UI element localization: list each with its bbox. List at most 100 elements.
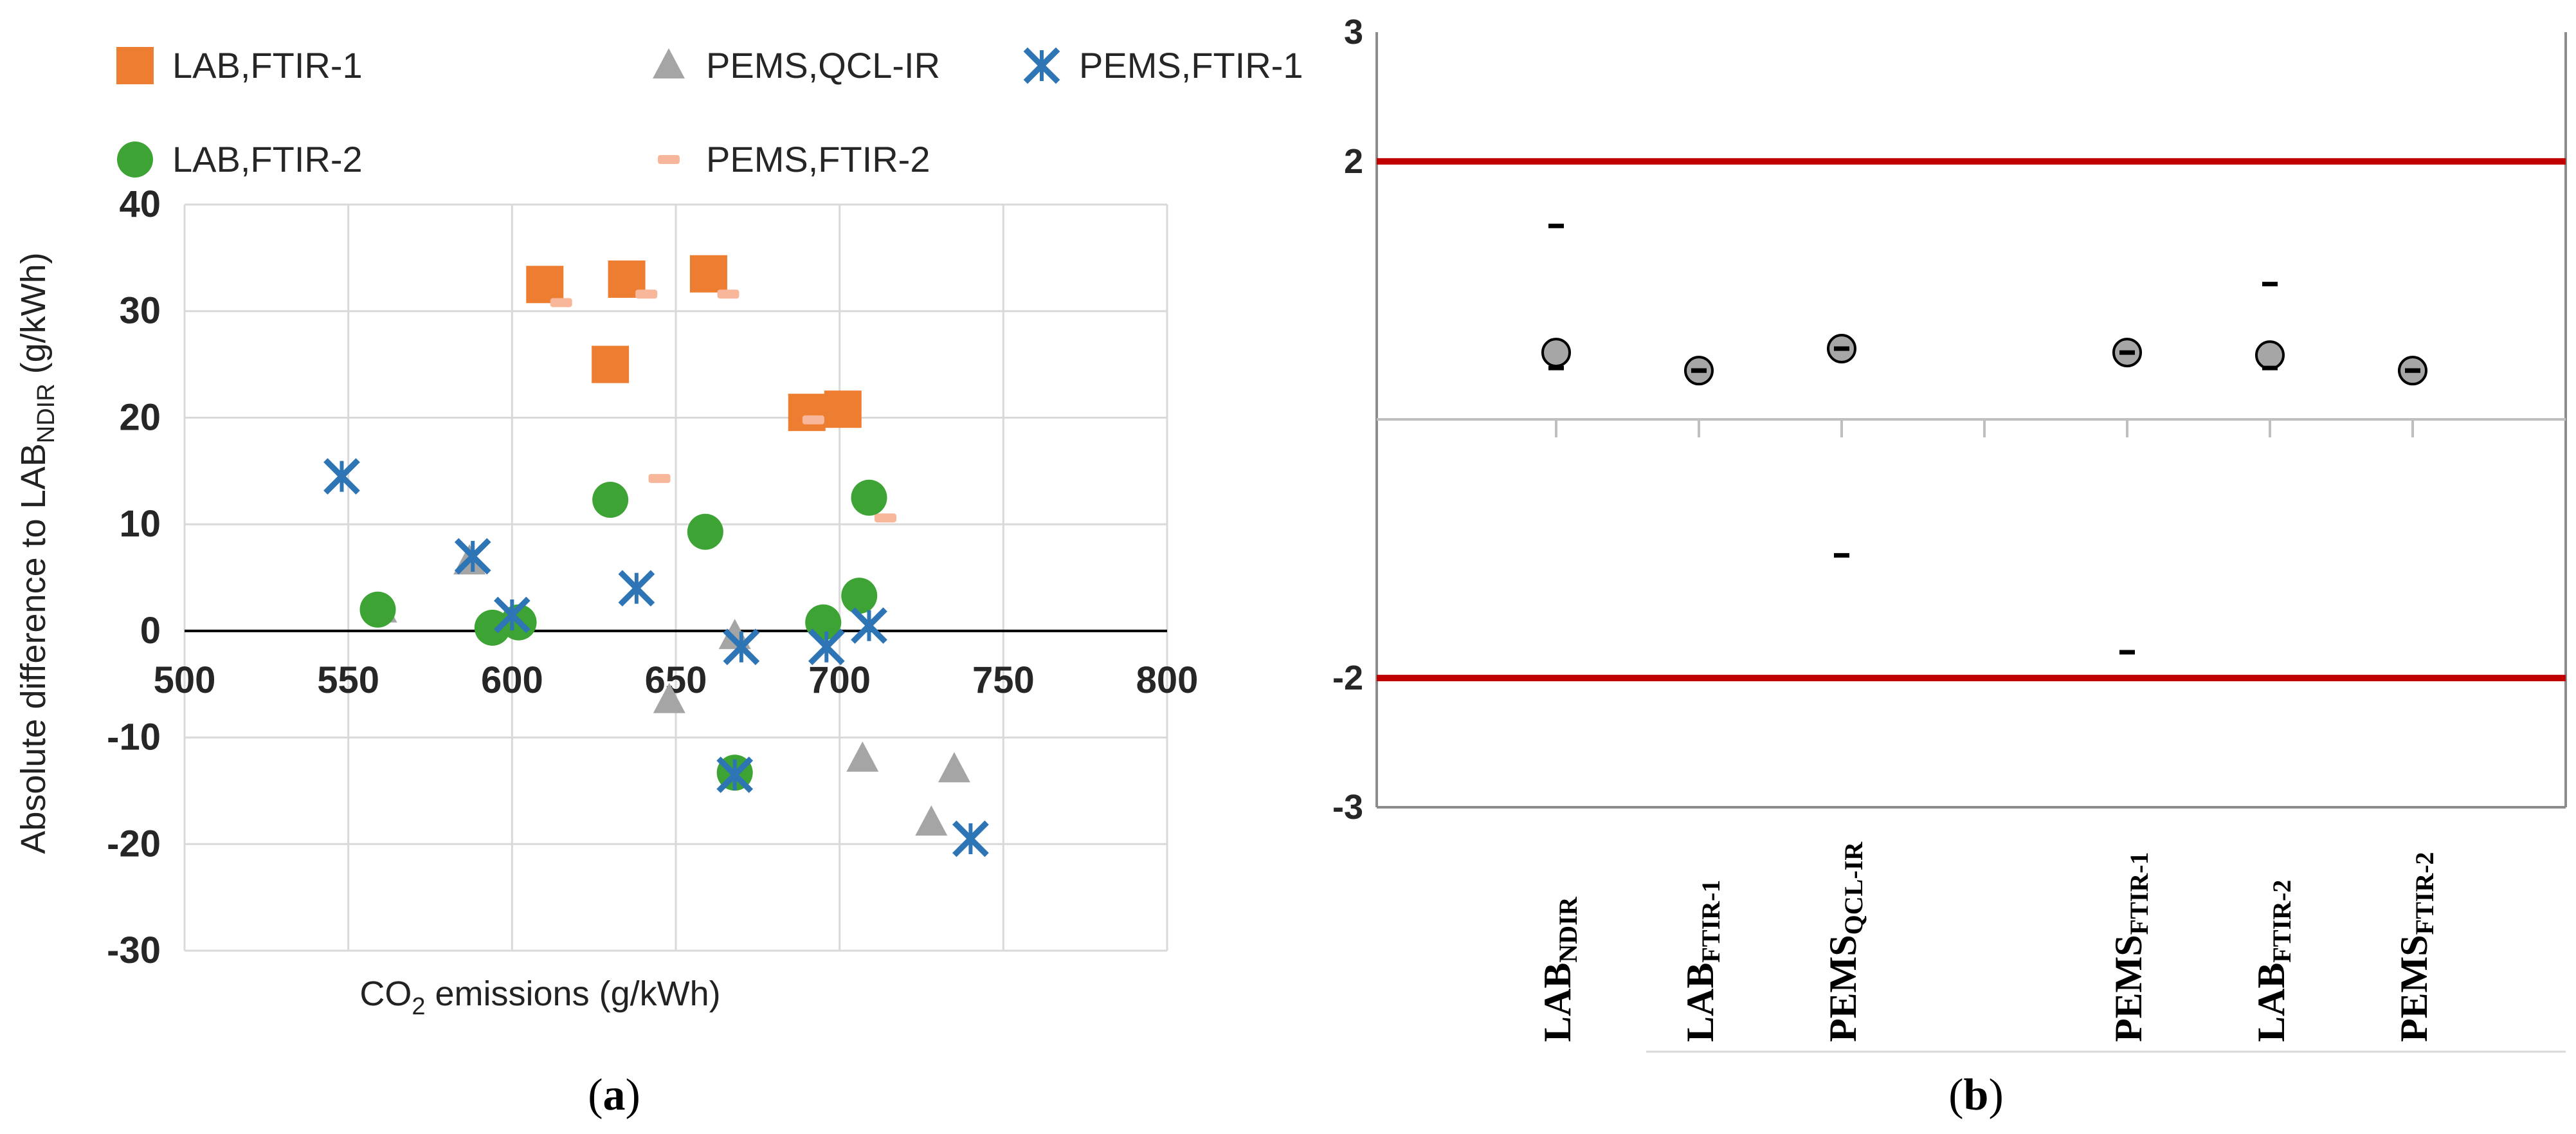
legend-item: LAB,FTIR-1 [116, 45, 363, 86]
legend-label: PEMS,FTIR-1 [1079, 45, 1303, 86]
panel-b-label: (b) [1948, 1070, 2004, 1120]
point [689, 255, 727, 293]
category-label-base: PEMS [2107, 935, 2150, 1042]
panel-b-letter: b [1964, 1070, 1989, 1120]
y-axis-title: Absolute difference to LABNDIR (g/kWh) [14, 252, 60, 854]
y-tick-label: -2 [1332, 659, 1363, 697]
y-tick-label: 20 [119, 396, 161, 438]
panel-b-data-marks [1541, 223, 2427, 655]
y-axis-title-prefix: Absolute difference to LAB [14, 443, 53, 854]
panel-a-letter: a [603, 1070, 626, 1120]
x-tick-label: 550 [317, 659, 379, 701]
category-label-base: PEMS [2393, 935, 2435, 1042]
legend-item: LAB,FTIR-2 [117, 139, 363, 179]
point [323, 458, 360, 495]
x-axis-title-sub: 2 [412, 993, 425, 1020]
point [723, 628, 760, 666]
point [359, 591, 396, 628]
series-pems-qcl-ir [365, 544, 970, 836]
x-tick-label: 700 [808, 659, 871, 701]
x-axis-title-prefix: CO [359, 974, 412, 1013]
point [846, 741, 879, 772]
panel-a-legend: LAB,FTIR-1 PEMS,QCL-IR PEMS,FTIR-1 LAB,FTIR… [116, 45, 1303, 179]
point [952, 820, 989, 857]
legend-label: LAB,FTIR-2 [172, 139, 363, 179]
panel-b-limit-lines [1377, 158, 2566, 682]
legend-marker [1023, 47, 1060, 84]
y-tick-label: 10 [119, 503, 161, 545]
y-tick-label: -20 [107, 823, 161, 864]
category-label-sub: FTIR-2 [2410, 852, 2439, 935]
panel-a-label: (a) [588, 1070, 640, 1120]
y-tick-label: -3 [1332, 788, 1363, 827]
category-label: PEMSFTIR-2 [2393, 852, 2439, 1042]
panel-a: -30 -20 -10 0 10 20 30 40 500 550 600 650 700 750 800… [14, 45, 1303, 1120]
category-label: PEMSQCL-IR [1822, 841, 1868, 1042]
point [454, 538, 491, 575]
point [938, 752, 970, 783]
panel-b-y-tick-labels: -3 -2 2 3 [1332, 13, 1363, 827]
legend-marker [117, 142, 153, 178]
y-tick-label: 3 [1344, 13, 1363, 51]
point [716, 756, 754, 793]
x-tick-label: 750 [972, 659, 1035, 701]
category-label-sub: NDIR [1554, 896, 1583, 962]
point [841, 578, 878, 614]
category-label: LABFTIR-1 [1679, 880, 1725, 1042]
category-marks [2255, 282, 2285, 370]
category-label-base: LAB [1536, 963, 1579, 1042]
legend-item: PEMS,FTIR-1 [1023, 45, 1303, 86]
y-axis-title-sub: NDIR [33, 383, 60, 443]
y-tick-label: 30 [119, 290, 161, 332]
point [592, 345, 630, 383]
point [824, 390, 862, 428]
series-lab-ftir-2 [359, 479, 887, 791]
y-tick-label: 40 [119, 183, 161, 225]
legend-marker [653, 48, 685, 78]
category-label-sub: QCL-IR [1839, 841, 1868, 935]
panel-a-x-tick-labels: 500 550 600 650 700 750 800 [154, 659, 1199, 701]
legend-item: PEMS,FTIR-2 [658, 139, 930, 179]
y-axis-title-rest: (g/kWh) [14, 252, 53, 383]
category-label: LABNDIR [1536, 896, 1583, 1042]
point [550, 298, 572, 307]
legend-item: PEMS,QCL-IR [653, 45, 940, 86]
legend-label: PEMS,QCL-IR [706, 45, 940, 86]
category-label-base: LAB [1679, 963, 1721, 1042]
x-axis-title: CO2 emissions (g/kWh) [359, 974, 720, 1020]
panel-b: -3-223 LABNDIRLABFTIR-1PEMSQCL-IRPEMSFTI… [1332, 13, 2567, 1120]
legend-marker [658, 155, 680, 164]
panel-b-category-labels: LABNDIRLABFTIR-1PEMSQCL-IRPEMSFTIR-1LABF… [1536, 841, 2439, 1042]
series-pems-ftir-1 [323, 458, 989, 857]
point [808, 628, 845, 666]
category-label-sub: FTIR-1 [1696, 880, 1725, 963]
series-pems-ftir-2 [550, 289, 896, 523]
x-tick-label: 500 [154, 659, 216, 701]
point [874, 513, 896, 523]
legend-label: PEMS,FTIR-2 [706, 139, 930, 179]
y-tick-label: -10 [107, 717, 161, 758]
category-label-sub: FTIR-1 [2125, 852, 2154, 935]
point [788, 394, 826, 432]
point [717, 289, 739, 299]
x-tick-label: 600 [481, 659, 543, 701]
x-tick-label: 650 [645, 659, 707, 701]
x-tick-label: 800 [1136, 659, 1199, 701]
point [493, 596, 531, 634]
point [635, 289, 658, 299]
point [802, 415, 824, 425]
category-marks [1684, 356, 1714, 386]
category-marks [2112, 338, 2142, 655]
point [687, 513, 723, 550]
series-lab-ftir-1 [526, 255, 862, 432]
panel-b-category-ticks [1555, 419, 2414, 437]
point [851, 607, 887, 644]
y-tick-label: 0 [140, 610, 161, 652]
point [851, 479, 887, 516]
legend-marker [116, 47, 154, 84]
category-label-base: PEMS [1822, 935, 1864, 1042]
legend-label: LAB,FTIR-1 [172, 45, 363, 86]
point [915, 805, 948, 836]
y-tick-label: 2 [1344, 142, 1363, 181]
